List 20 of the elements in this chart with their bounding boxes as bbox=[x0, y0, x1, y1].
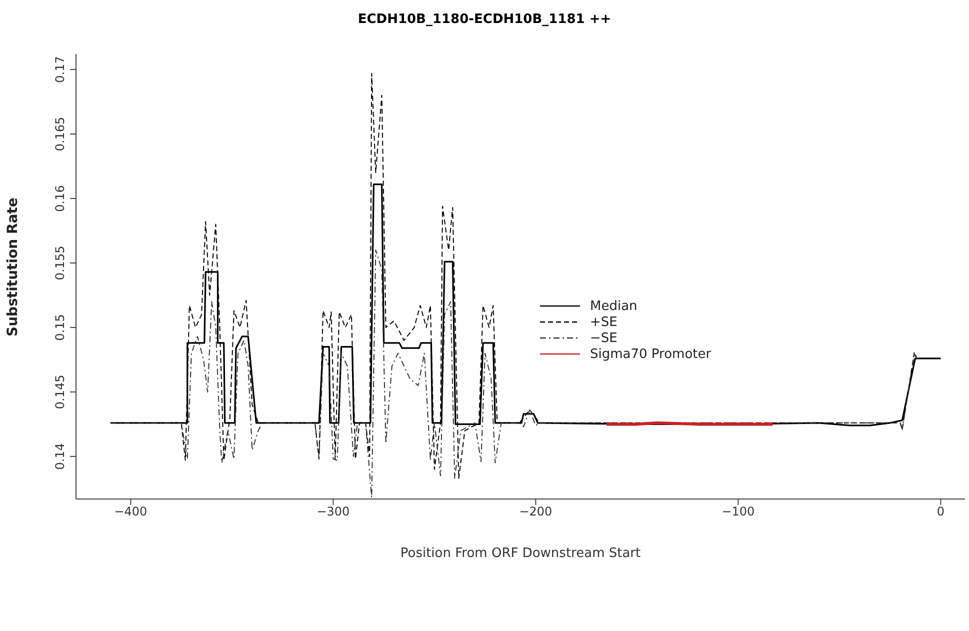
y-tick-label: 0.14 bbox=[53, 443, 67, 470]
y-tick-label: 0.16 bbox=[53, 185, 67, 212]
legend-label: Median bbox=[590, 298, 638, 314]
x-tick-label: −300 bbox=[316, 504, 350, 519]
legend-label: +SE bbox=[590, 314, 618, 330]
y-tick-label: 0.165 bbox=[53, 116, 67, 152]
y-tick-label: 0.155 bbox=[53, 246, 67, 280]
x-axis-title: Position From ORF Downstream Start bbox=[400, 546, 641, 561]
y-axis-title: Substitution Rate bbox=[4, 198, 21, 336]
x-tick-label: −100 bbox=[722, 504, 755, 519]
line-series bbox=[110, 250, 917, 498]
x-tick-label: −200 bbox=[519, 504, 552, 519]
y-tick-label: 0.17 bbox=[53, 56, 67, 83]
chart-title: ECDH10B_1180-ECDH10B_1181 ++ bbox=[356, 12, 612, 27]
legend-label: −SE bbox=[590, 330, 618, 346]
x-tick-label: 0 bbox=[936, 504, 945, 519]
x-tick-label: −400 bbox=[114, 504, 148, 519]
legend-label: Sigma70 Promoter bbox=[590, 346, 712, 362]
y-tick-label: 0.15 bbox=[53, 314, 67, 341]
y-tick-label: 0.145 bbox=[53, 374, 67, 410]
